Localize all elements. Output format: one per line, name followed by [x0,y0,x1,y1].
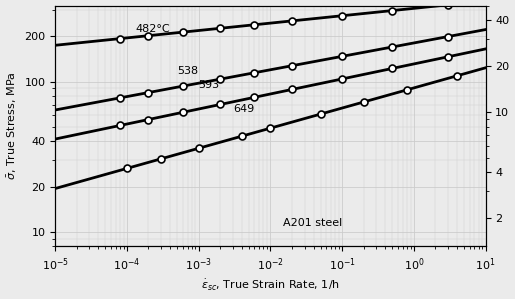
X-axis label: $\dot{\varepsilon}_{sc}$, True Strain Rate, 1/h: $\dot{\varepsilon}_{sc}$, True Strain Ra… [201,278,340,293]
Text: 538: 538 [177,65,198,76]
Text: 482°C: 482°C [135,24,170,33]
Text: A201 steel: A201 steel [283,218,342,228]
Text: 649: 649 [233,104,254,114]
Y-axis label: $\bar{\sigma}$, True Stress, MPa: $\bar{\sigma}$, True Stress, MPa [6,72,19,180]
Text: 593: 593 [199,80,220,90]
